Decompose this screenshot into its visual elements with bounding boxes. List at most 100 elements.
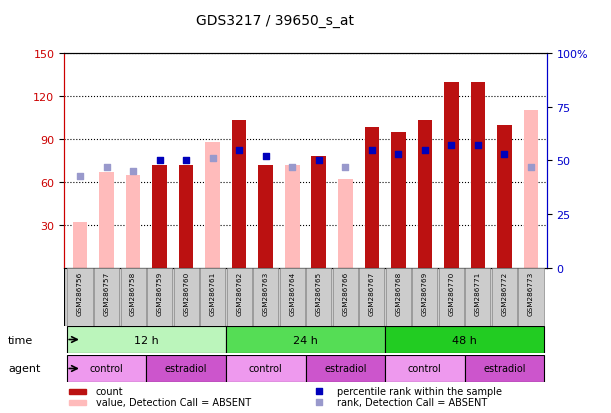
- Bar: [466, 268, 491, 326]
- Bar: [285, 165, 299, 268]
- Text: GSM286764: GSM286764: [289, 271, 295, 316]
- Text: count: count: [95, 386, 123, 396]
- Point: [447, 143, 456, 150]
- Bar: [444, 82, 459, 268]
- Bar: [280, 268, 305, 326]
- Bar: [69, 389, 86, 394]
- Text: GSM286763: GSM286763: [263, 271, 269, 316]
- Point: [314, 158, 324, 164]
- Point: [340, 164, 350, 171]
- Bar: [226, 355, 306, 382]
- Text: GSM286760: GSM286760: [183, 271, 189, 316]
- Text: rank, Detection Call = ABSENT: rank, Detection Call = ABSENT: [337, 397, 487, 407]
- Bar: [232, 121, 246, 268]
- Bar: [386, 268, 411, 326]
- Bar: [94, 268, 119, 326]
- Bar: [359, 268, 384, 326]
- Text: GSM286767: GSM286767: [369, 271, 375, 316]
- Bar: [306, 268, 331, 326]
- Bar: [100, 173, 114, 268]
- Bar: [312, 157, 326, 268]
- Bar: [439, 268, 464, 326]
- Point: [128, 169, 138, 175]
- Point: [473, 143, 483, 150]
- Bar: [200, 268, 225, 326]
- Point: [261, 154, 271, 160]
- Text: GSM286770: GSM286770: [448, 271, 455, 316]
- Bar: [174, 268, 199, 326]
- Text: agent: agent: [8, 363, 40, 374]
- Point: [313, 388, 323, 395]
- Bar: [67, 355, 147, 382]
- Text: estradiol: estradiol: [165, 363, 207, 374]
- Bar: [69, 400, 86, 405]
- Text: 12 h: 12 h: [134, 335, 159, 345]
- Bar: [258, 165, 273, 268]
- Text: 24 h: 24 h: [293, 335, 318, 345]
- Bar: [365, 128, 379, 268]
- Bar: [120, 268, 145, 326]
- Bar: [179, 165, 194, 268]
- Bar: [73, 223, 87, 268]
- Point: [208, 156, 218, 162]
- Text: GSM286772: GSM286772: [502, 271, 507, 316]
- Bar: [147, 355, 226, 382]
- Text: estradiol: estradiol: [324, 363, 367, 374]
- Bar: [226, 326, 385, 353]
- Bar: [306, 355, 385, 382]
- Point: [155, 158, 164, 164]
- Bar: [412, 268, 437, 326]
- Text: value, Detection Call = ABSENT: value, Detection Call = ABSENT: [95, 397, 251, 407]
- Text: GSM286766: GSM286766: [342, 271, 348, 316]
- Point: [101, 164, 111, 171]
- Bar: [497, 125, 511, 268]
- Text: 48 h: 48 h: [452, 335, 477, 345]
- Text: GSM286761: GSM286761: [210, 271, 216, 316]
- Bar: [126, 176, 141, 268]
- Text: control: control: [408, 363, 442, 374]
- Bar: [332, 268, 358, 326]
- Point: [287, 164, 297, 171]
- Text: GSM286757: GSM286757: [104, 271, 109, 316]
- Point: [393, 151, 403, 158]
- Text: GSM286759: GSM286759: [156, 271, 163, 316]
- Bar: [253, 268, 279, 326]
- Text: control: control: [90, 363, 123, 374]
- Bar: [492, 268, 517, 326]
- Bar: [464, 355, 544, 382]
- Text: GSM286771: GSM286771: [475, 271, 481, 316]
- Bar: [67, 326, 226, 353]
- Point: [367, 147, 377, 154]
- Text: GSM286765: GSM286765: [316, 271, 322, 316]
- Text: time: time: [8, 335, 33, 345]
- Point: [526, 164, 536, 171]
- Text: GSM286773: GSM286773: [528, 271, 534, 316]
- Bar: [205, 142, 220, 268]
- Point: [500, 151, 510, 158]
- Text: GSM286756: GSM286756: [77, 271, 83, 316]
- Bar: [524, 111, 538, 268]
- Text: GSM286762: GSM286762: [236, 271, 242, 316]
- Bar: [338, 180, 353, 268]
- Bar: [417, 121, 432, 268]
- Point: [234, 147, 244, 154]
- Point: [75, 173, 85, 179]
- Bar: [385, 355, 464, 382]
- Text: estradiol: estradiol: [483, 363, 525, 374]
- Bar: [518, 268, 544, 326]
- Point: [181, 158, 191, 164]
- Text: GSM286769: GSM286769: [422, 271, 428, 316]
- Text: percentile rank within the sample: percentile rank within the sample: [337, 386, 502, 396]
- Text: GSM286768: GSM286768: [395, 271, 401, 316]
- Point: [313, 399, 323, 406]
- Bar: [152, 165, 167, 268]
- Bar: [470, 82, 485, 268]
- Text: control: control: [249, 363, 283, 374]
- Text: GSM286758: GSM286758: [130, 271, 136, 316]
- Bar: [147, 268, 172, 326]
- Bar: [67, 268, 93, 326]
- Bar: [391, 133, 406, 268]
- Point: [420, 147, 430, 154]
- Bar: [385, 326, 544, 353]
- Bar: [227, 268, 252, 326]
